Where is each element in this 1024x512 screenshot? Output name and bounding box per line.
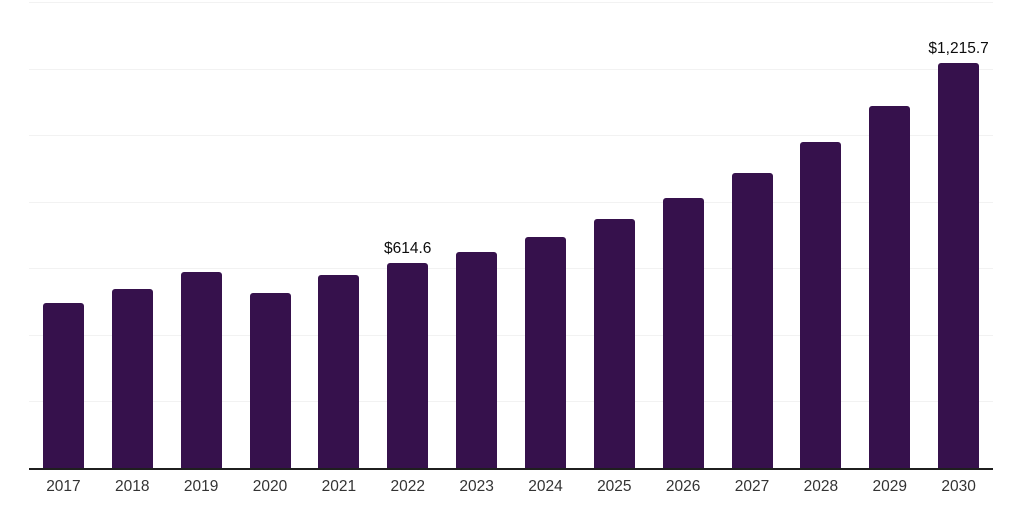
gridline-400: [29, 334, 993, 336]
bar-group-2021: [304, 2, 373, 468]
gridline-800: [29, 201, 993, 203]
x-tick-label-2017: 2017: [46, 478, 81, 495]
bar-2025[interactable]: [593, 219, 635, 468]
gridline-600: [29, 268, 993, 270]
bar-2017[interactable]: [42, 302, 84, 468]
x-tick-label-2018: 2018: [115, 478, 150, 495]
bar-2027[interactable]: [731, 173, 773, 468]
x-tick-label-2023: 2023: [459, 478, 494, 495]
bar-group-2028: [786, 2, 855, 468]
bar-group-2030: $1,215.7: [924, 2, 993, 468]
bar-2018[interactable]: [111, 288, 153, 468]
bar-group-2023: [442, 2, 511, 468]
gridline-200: [29, 401, 993, 403]
x-tick-label-2021: 2021: [321, 478, 357, 495]
bar-2028[interactable]: [800, 142, 842, 468]
bar-2022[interactable]: $614.6: [384, 240, 431, 468]
bar-value-label-2022: $614.6: [384, 240, 432, 258]
gridline-1400: [29, 2, 993, 3]
gridline-1200: [29, 68, 993, 70]
plot-area: $614.6 $1,215.7: [29, 2, 993, 470]
x-tick-label-2025: 2025: [597, 478, 632, 495]
x-tick-label-2028: 2028: [803, 478, 839, 495]
bar-2021[interactable]: [318, 274, 360, 468]
x-tick-label-2019: 2019: [183, 478, 219, 495]
x-tick-label-2027: 2027: [734, 478, 770, 495]
bar-group-2027: [718, 2, 787, 468]
bar-2030[interactable]: $1,215.7: [928, 40, 989, 468]
bar-group-2018: [98, 2, 167, 468]
bar-group-2024: [511, 2, 580, 468]
bar-group-2019: [167, 2, 236, 468]
x-tick-label-2024: 2024: [528, 478, 563, 495]
bar-group-2017: [29, 2, 98, 468]
bar-2023[interactable]: [456, 252, 498, 468]
x-tick-label-2020: 2020: [252, 478, 288, 495]
bar-value-label-2030: $1,215.7: [928, 40, 989, 58]
bar-group-2022: $614.6: [373, 2, 442, 468]
x-tick-label-2022: 2022: [390, 478, 425, 495]
bar-2024[interactable]: [524, 236, 566, 468]
bar-2026[interactable]: [662, 197, 704, 468]
bar-group-2026: [649, 2, 718, 468]
x-axis-tick-labels: 2017 2018 2019 2020 2021 2022 2023 2024 2025 2026…: [29, 478, 993, 496]
x-tick-label-2030: 2030: [941, 478, 976, 495]
bars-layer: $614.6 $1,215.7: [29, 2, 993, 468]
x-tick-label-2029: 2029: [872, 478, 907, 495]
bar-group-2029: [855, 2, 924, 468]
gridline-1000: [29, 135, 993, 137]
bar-group-2020: [236, 2, 305, 468]
gridlines-layer: [29, 2, 993, 468]
x-tick-label-2026: 2026: [665, 478, 701, 495]
bar-2020[interactable]: [249, 292, 291, 468]
bar-2029[interactable]: [869, 105, 911, 468]
bar-group-2025: [580, 2, 649, 468]
bar-2019[interactable]: [180, 271, 222, 468]
